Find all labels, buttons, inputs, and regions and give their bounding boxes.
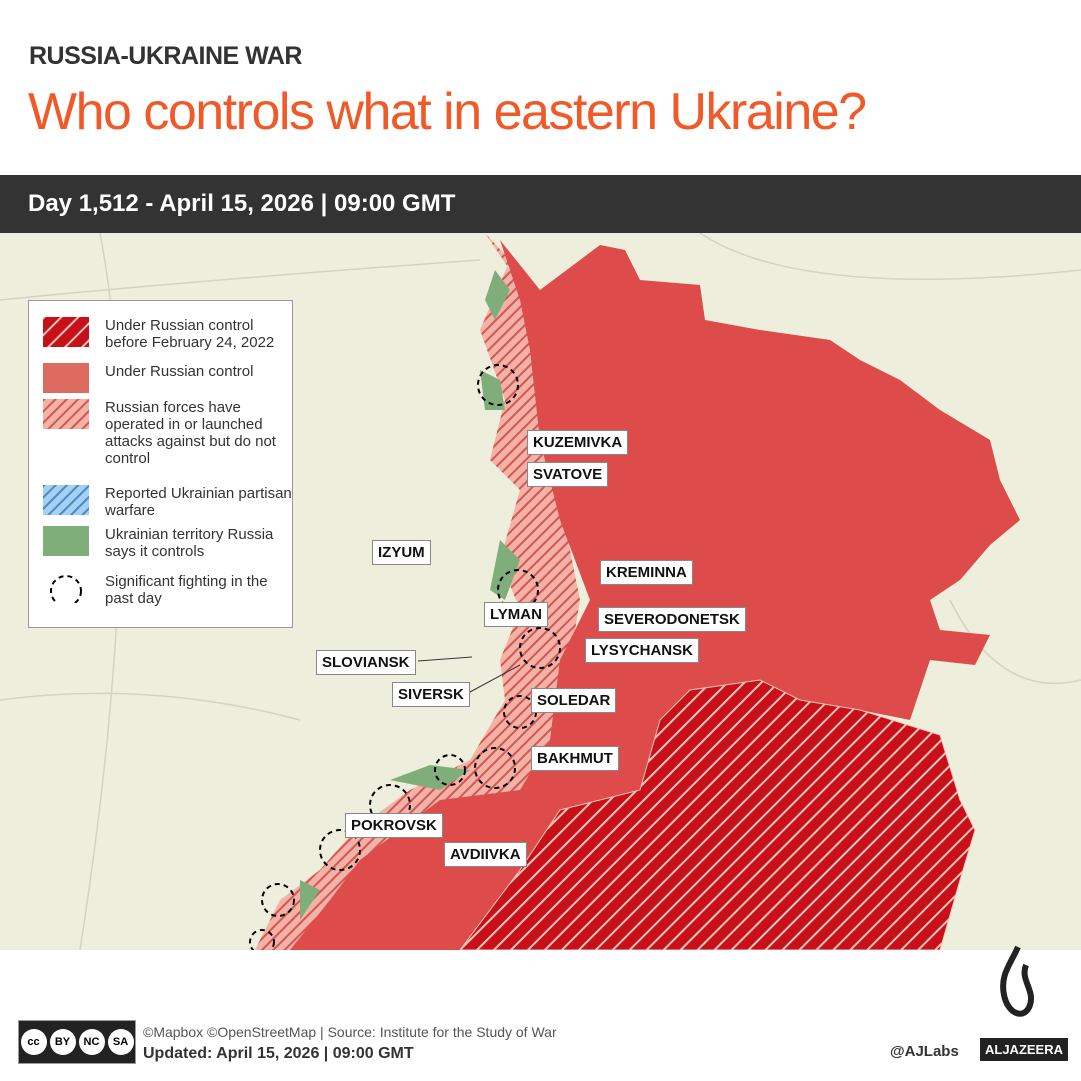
- by-icon: BY: [49, 1029, 76, 1055]
- brand-logo: ALJAZEERA: [980, 1038, 1069, 1061]
- place-label: LYMAN: [484, 602, 548, 627]
- place-label: AVDIIVKA: [444, 842, 527, 867]
- light-red-hatch-icon: [43, 399, 89, 429]
- place-label: SVATOVE: [527, 462, 609, 487]
- updated-time: Updated: April 15, 2026 | 09:00 GMT: [143, 1045, 414, 1062]
- legend-label: Under Russian control before February 24…: [105, 317, 275, 351]
- legend-item: Under Russian control: [43, 363, 295, 393]
- place-label: SEVERODONETSK: [598, 607, 746, 632]
- blue-hatch-icon: [43, 485, 89, 515]
- legend-label: Under Russian control: [105, 363, 254, 380]
- kicker: RUSSIA-UKRAINE WAR: [29, 42, 302, 70]
- nc-icon: NC: [78, 1029, 105, 1055]
- date-bar: Day 1,512 - April 15, 2026 | 09:00 GMT: [0, 175, 1081, 233]
- legend-item: Ukrainian territory Russia says it contr…: [43, 526, 295, 560]
- dashed-circle-icon: [50, 575, 82, 603]
- page-title: Who controls what in eastern Ukraine?: [28, 83, 867, 141]
- cc-icon: cc: [20, 1029, 47, 1055]
- place-label: LYSYCHANSK: [585, 638, 699, 663]
- place-label: KUZEMIVKA: [527, 430, 629, 455]
- legend-item: Russian forces have operated in or launc…: [43, 399, 295, 467]
- place-label: SOLEDAR: [531, 688, 617, 713]
- legend-label: Russian forces have operated in or launc…: [105, 399, 276, 467]
- legend: Under Russian control before February 24…: [28, 300, 293, 628]
- green-solid-icon: [43, 526, 89, 556]
- russian-attack-zone: [255, 233, 580, 950]
- red-hatch-icon: [43, 317, 89, 347]
- pre-2022-occupied-area: [459, 679, 976, 950]
- legend-label: Ukrainian territory Russia says it contr…: [105, 526, 274, 560]
- legend-item: Under Russian control before February 24…: [43, 317, 295, 351]
- place-label: BAKHMUT: [531, 746, 619, 771]
- sa-icon: SA: [107, 1029, 134, 1055]
- creative-commons-badge: cc BY NC SA: [18, 1020, 136, 1064]
- legend-item: Significant fighting in the past day: [43, 573, 295, 607]
- legend-item: Reported Ukrainian partisan warfare: [43, 485, 295, 519]
- aljazeera-logo-icon: [1000, 945, 1035, 1017]
- red-solid-icon: [43, 363, 89, 393]
- place-label: SLOVIANSK: [316, 650, 416, 675]
- place-label: SIVERSK: [392, 682, 470, 707]
- legend-label: Reported Ukrainian partisan warfare: [105, 485, 292, 519]
- place-label: IZYUM: [372, 540, 431, 565]
- legend-label: Significant fighting in the past day: [105, 573, 268, 607]
- handle: @AJLabs: [890, 1043, 959, 1060]
- place-label: POKROVSK: [345, 813, 443, 838]
- russian-controlled-area: [290, 240, 1020, 950]
- place-label: KREMINNA: [600, 560, 693, 585]
- credits: ©Mapbox ©OpenStreetMap | Source: Institu…: [143, 1024, 557, 1040]
